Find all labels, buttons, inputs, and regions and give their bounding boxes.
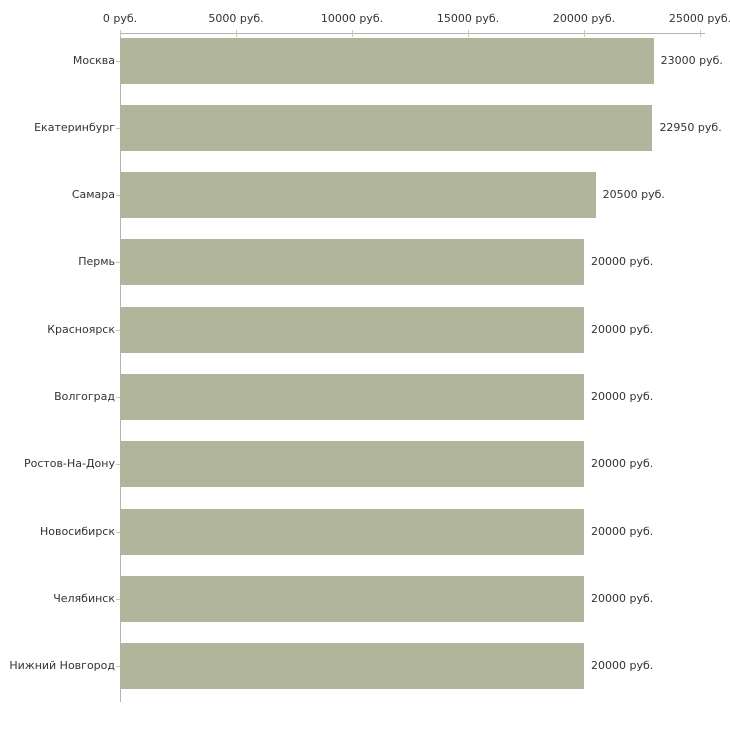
bar-2	[120, 172, 596, 219]
bar-value-label: 23000 руб.	[660, 53, 723, 67]
y-tick-mark	[116, 60, 120, 62]
x-tick-mark	[120, 30, 121, 37]
x-tick-mark	[468, 30, 469, 37]
x-tick-label: 10000 руб.	[320, 12, 384, 25]
x-tick-mark	[584, 30, 585, 37]
category-label: Ростов-На-Дону	[23, 457, 115, 471]
category-label: Челябинск	[53, 591, 115, 605]
y-tick-mark	[116, 329, 120, 331]
y-tick-mark	[116, 195, 120, 197]
x-tick-label: 15000 руб.	[436, 12, 500, 25]
bar-6	[120, 441, 584, 488]
category-label: Нижний Новгород	[9, 659, 115, 673]
bar-0	[120, 37, 654, 84]
x-tick-label: 5000 руб.	[208, 12, 264, 25]
y-tick-mark	[116, 666, 120, 668]
y-tick-mark	[116, 464, 120, 466]
bar-value-label: 20000 руб.	[591, 457, 654, 471]
category-label: Москва	[72, 53, 115, 67]
bar-4	[120, 306, 584, 353]
bar-3	[120, 239, 584, 286]
category-label: Пермь	[78, 255, 115, 269]
y-tick-mark	[116, 127, 120, 129]
x-tick-mark	[352, 30, 353, 37]
x-tick-mark	[700, 30, 701, 37]
y-tick-mark	[116, 598, 120, 600]
x-tick-label: 20000 руб.	[552, 12, 616, 25]
bar-5	[120, 374, 584, 420]
bar-value-label: 20000 руб.	[591, 659, 654, 673]
x-axis-line	[120, 33, 705, 34]
bar-value-label: 20000 руб.	[591, 255, 654, 269]
y-tick-mark	[116, 531, 120, 533]
x-tick-label: 25000 руб.	[668, 12, 730, 25]
category-label: Самара	[71, 188, 115, 202]
category-label: Волгоград	[54, 390, 115, 403]
category-label: Екатеринбург	[34, 120, 115, 134]
category-label: Новосибирск	[39, 524, 115, 538]
bar-1	[120, 104, 653, 151]
category-label: Красноярск	[47, 322, 115, 336]
bar-7	[120, 508, 584, 555]
y-axis-line	[120, 33, 121, 702]
bar-9	[120, 643, 584, 690]
x-tick-mark	[236, 30, 237, 37]
y-tick-mark	[116, 262, 120, 264]
bar-value-label: 20000 руб.	[591, 322, 654, 336]
bar-8	[120, 575, 584, 622]
bar-value-label: 20000 руб.	[591, 524, 654, 538]
y-tick-mark	[116, 397, 120, 398]
bar-value-label: 20000 руб.	[591, 390, 654, 403]
x-tick-label: 0 руб.	[102, 12, 138, 25]
bar-value-label: 20000 руб.	[591, 591, 654, 605]
bar-value-label: 22950 руб.	[659, 120, 722, 134]
bar-value-label: 20500 руб.	[602, 188, 665, 202]
